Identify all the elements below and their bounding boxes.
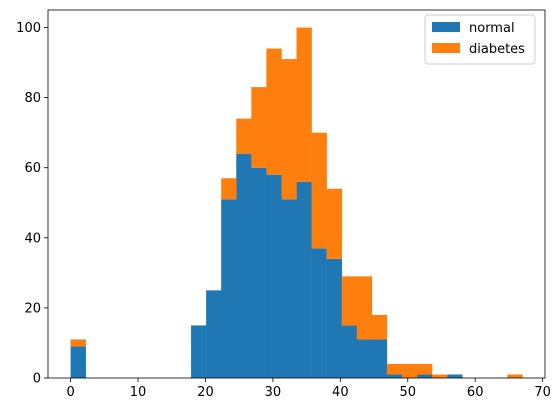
y-tick-label-80: 80 [24,91,41,106]
x-tick-label-30: 30 [265,385,282,400]
legend-swatch-normal [432,22,460,32]
bar-normal-10 [221,199,237,378]
bar-diabetes-0 [70,339,86,347]
bar-diabetes-17 [326,188,342,259]
y-tick-label-60: 60 [24,161,41,176]
bar-diabetes-16 [311,132,327,249]
bar-diabetes-23 [416,363,433,375]
legend-swatch-diabetes [432,43,460,53]
bar-diabetes-10 [221,178,237,200]
bar-diabetes-24 [432,374,448,378]
y-tick-label-0: 0 [33,372,41,387]
x-axis: 0 10 20 30 40 50 60 70 [66,378,551,400]
bar-diabetes-13 [266,48,282,175]
bar-diabetes-12 [251,87,267,168]
legend-label-normal: normal [469,21,515,36]
bar-diabetes-22 [401,363,418,378]
bar-diabetes-18 [341,276,358,326]
bar-normal-14 [281,199,297,378]
bar-normal-13 [266,174,282,378]
legend: normal diabetes [424,14,536,65]
bar-normal-25 [447,374,463,378]
x-tick-label-10: 10 [130,385,147,400]
bar-diabetes-20 [371,314,388,340]
bar-diabetes-11 [236,118,252,154]
bar-normal-9 [206,290,222,378]
bar-normal-12 [251,167,267,378]
bar-normal-18 [341,325,358,378]
bar-normal-20 [371,339,388,378]
bar-diabetes-19 [356,276,373,340]
bar-normal-23 [416,374,433,378]
y-axis: 0 20 40 60 80 100 [16,21,48,387]
y-tick-label-20: 20 [24,301,41,316]
x-tick-label-50: 50 [399,385,416,400]
plot-frame [47,9,546,379]
bar-diabetes-15 [296,27,312,182]
legend-label-diabetes: diabetes [469,42,525,57]
bar-diabetes-21 [386,363,403,375]
bars-layer [70,27,523,378]
bar-normal-15 [296,181,312,378]
x-tick-label-70: 70 [534,385,551,400]
bar-normal-16 [311,248,327,378]
bar-normal-8 [191,325,207,378]
y-tick-label-40: 40 [24,231,41,246]
y-tick-label-100: 100 [16,21,41,36]
bar-normal-0 [70,346,86,378]
bar-normal-19 [356,339,373,378]
bar-normal-21 [386,374,403,378]
x-tick-label-20: 20 [197,385,214,400]
x-tick-label-60: 60 [467,385,484,400]
x-tick-label-0: 0 [66,385,74,400]
x-tick-label-40: 40 [332,385,349,400]
bar-normal-11 [236,153,252,378]
bar-diabetes-14 [281,59,297,200]
bar-normal-17 [326,258,342,378]
bar-diabetes-29 [507,374,523,378]
